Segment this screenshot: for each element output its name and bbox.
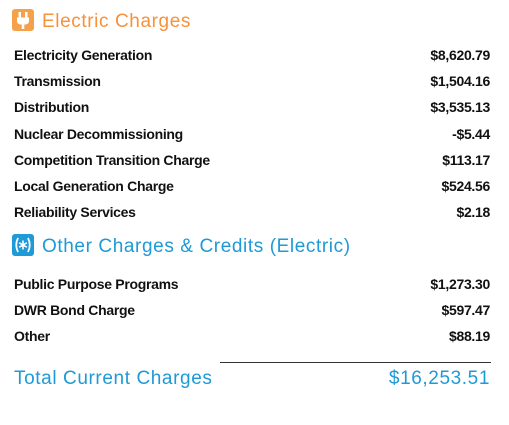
row-label: Competition Transition Charge xyxy=(14,151,210,168)
total-amount: $16,253.51 xyxy=(388,368,490,389)
other-charges-icon xyxy=(12,234,34,256)
row-label: Distribution xyxy=(14,99,89,116)
total-label: Total Current Charges xyxy=(14,368,213,389)
electric-icon xyxy=(12,9,34,31)
row-label: Local Generation Charge xyxy=(14,178,174,194)
row-amount: $2.18 xyxy=(456,204,490,221)
row-amount: $88.19 xyxy=(448,328,490,345)
row-label: Reliability Services xyxy=(14,204,136,221)
row-amount: $1,273.30 xyxy=(430,276,490,292)
row-amount: $113.17 xyxy=(442,151,490,168)
row-label: Transmission xyxy=(14,73,101,90)
row-amount: $597.47 xyxy=(441,302,490,319)
row-amount: -$5.44 xyxy=(452,125,490,142)
total-rule xyxy=(220,362,491,363)
row-label: Nuclear Decommissioning xyxy=(14,125,183,142)
row-label: Other xyxy=(14,328,50,345)
row-amount: $8,620.79 xyxy=(430,47,490,63)
row-label: Public Purpose Programs xyxy=(14,276,179,292)
row-label: Electricity Generation xyxy=(14,47,153,63)
section-title: Other Charges & Credits (Electric) xyxy=(42,236,351,257)
section-title: Electric Charges xyxy=(42,11,191,32)
row-label: DWR Bond Charge xyxy=(14,302,135,319)
row-amount: $524.56 xyxy=(441,178,490,194)
row-amount: $1,504.16 xyxy=(430,73,490,90)
row-amount: $3,535.13 xyxy=(430,99,490,116)
